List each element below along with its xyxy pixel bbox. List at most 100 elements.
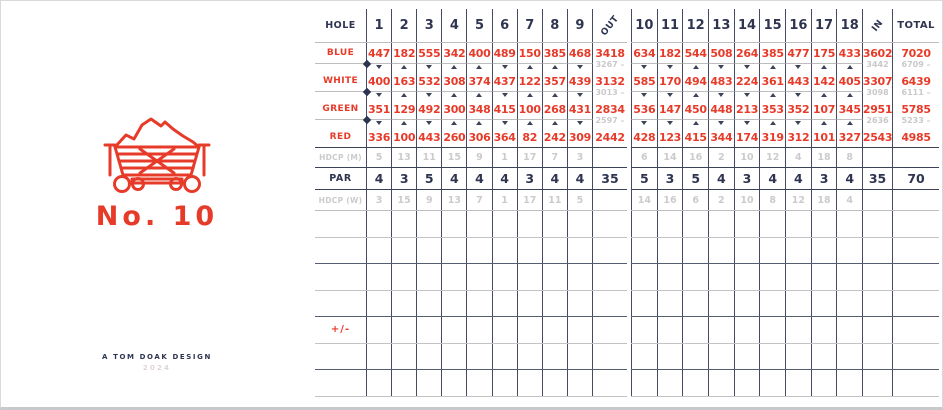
hdcp-men-row-cell: 13 [392,148,418,167]
yardage-cell: 213 [735,99,761,119]
yardage-cell: 489 [493,43,518,63]
hdcp-women-row-cell: 4 [837,190,864,210]
total-header-label: TOTAL [897,20,935,31]
score-cell [392,211,418,237]
yardage-cell: 327 [837,127,864,147]
yardage-cell: 260 [442,127,468,147]
yardage-cell: 309 [568,127,593,147]
score-cell [442,317,468,343]
score-cell [543,317,568,343]
score-cell [518,290,543,316]
score-cell [493,237,518,263]
triangle-up-icon [526,65,533,69]
hdcp-women-row-cell: 16 [658,190,684,210]
yardage-cell: 82 [518,127,543,147]
combo-out-yardage: 2597 – [595,116,625,125]
triangle-up-icon [692,65,699,69]
score-cell [417,290,443,316]
tee-row-green: GREEN 351 129 492 300 348 415 100 268 431 2834 [315,99,627,119]
combo-mark-cell [417,91,443,99]
par-row-cell: 5 [683,168,710,189]
yardage-cell: 129 [392,99,418,119]
score-cell [493,370,518,396]
tee-row-white: 585 170 494 483 224 361 443 142 405 3307 6439 [631,71,939,91]
combo-mark-cell [683,91,710,99]
triangle-down-icon [576,121,583,125]
combo-total-yardage: 6111 – [901,88,931,97]
triangle-down-icon [576,65,583,69]
score-row [631,237,939,264]
score-cell [658,211,684,237]
combo-mark-cell [760,119,787,127]
score-cell [442,290,468,316]
combo-mark-cell [760,63,787,71]
score-row [631,317,939,344]
triangle-up-icon [476,121,483,125]
hole-number-header: 7 [518,9,543,42]
tee-row-white: WHITE 400 163 532 308 374 437 122 357 439 3132 [315,71,627,91]
combo-label-cell [315,59,371,71]
score-cell [417,317,443,343]
hdcp-men-row-cell: 14 [658,148,684,167]
triangle-down-icon [426,93,433,97]
yardage-cell: 122 [518,71,543,91]
yardage-cell: 450 [683,99,710,119]
yardage-cell: 364 [493,127,518,147]
par-row-cell: 4 [837,168,864,189]
score-cell [709,211,735,237]
score-cell [812,370,838,396]
score-cell [837,343,864,369]
score-cell [442,237,468,263]
score-cell [593,238,627,264]
combo-tee-row: 3442 6709 – [631,60,939,71]
combo-mark-cell [709,119,735,127]
hdcp-men-row-total-cell [893,148,939,167]
score-cell [543,237,568,263]
score-cell [786,237,812,263]
yardage-cell: 483 [709,71,735,91]
hole-header-label: HOLE [315,9,367,42]
combo-mark-cell [631,63,658,71]
triangle-up-icon [551,65,558,69]
score-cell [568,370,593,396]
combo-mark-cell [709,63,735,71]
score-cell [735,211,761,237]
yardage-cell: 400 [467,43,493,63]
hdcp-men-row-cell: 11 [417,148,443,167]
yardage-cell: 428 [631,127,658,147]
hdcp-women-row-cell: 15 [392,190,418,210]
hdcp-men-row-cell: 2 [709,148,735,167]
yardage-cell: 100 [392,127,418,147]
triangle-down-icon [576,93,583,97]
in-yardage-cell: 2951 [863,99,894,119]
triangle-up-icon [769,65,776,69]
hole-number-header: 17 [812,9,838,42]
tee-row-red: 428 123 415 344 174 319 312 101 327 2543 4985 [631,127,939,147]
hdcp-women-row-cell: 14 [631,190,658,210]
yardage-cell: 268 [543,99,568,119]
score-cell [786,290,812,316]
score-cell [367,211,393,237]
triangle-down-icon [744,93,751,97]
score-cell [735,237,761,263]
hdcp-women-row-cell: 7 [467,190,493,210]
score-cell [837,264,864,290]
score-cell [493,343,518,369]
yardage-cell: 492 [417,99,443,119]
score-row [315,237,627,264]
score-cell [417,264,443,290]
yardage-cell: 448 [709,99,735,119]
hdcp-women-row-cell: 13 [442,190,468,210]
hdcp-women-row-in-cell [863,190,894,210]
hdcp-men-row-cell: 6 [631,148,658,167]
triangle-down-icon [376,65,383,69]
score-cell [518,211,543,237]
score-cell [760,237,787,263]
yardage-cell: 344 [709,127,735,147]
hdcp-women-row-total-cell [893,190,939,210]
hdcp-men-row-out-cell [593,148,627,167]
par-row-label: PAR [315,168,367,189]
triangle-up-icon [846,65,853,69]
yardage-cell: 374 [467,71,493,91]
score-cell [786,264,812,290]
